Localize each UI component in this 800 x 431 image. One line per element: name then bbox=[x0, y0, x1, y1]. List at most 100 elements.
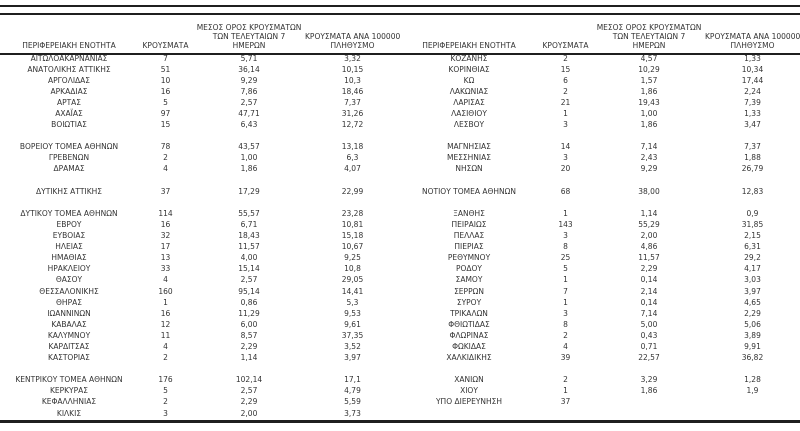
cell-per100k: 6,3 bbox=[346, 153, 359, 163]
cell-region: ΑΡΚΑΔΙΑΣ bbox=[50, 86, 88, 96]
cell-region: ΑΡΓΟΛΙΔΑΣ bbox=[47, 75, 91, 85]
table-row: ΚΑΡΔΙΤΣΑΣ 4 2,29 3,52 bbox=[0, 341, 400, 352]
cell-cases: 1 bbox=[563, 386, 568, 396]
cell-per100k: 31,26 bbox=[341, 109, 364, 119]
table-row: ΚΩ 6 1,57 17,44 bbox=[400, 75, 800, 86]
table-row: ΚΟΖΑΝΗΣ 2 4,57 1,33 bbox=[400, 53, 800, 64]
cell-avg7: 0,14 bbox=[640, 275, 658, 285]
cell-per100k: 1,28 bbox=[744, 375, 761, 385]
cell-cases: 51 bbox=[160, 64, 171, 74]
table-row: ΘΑΣΟΥ 4 2,57 29,05 bbox=[0, 275, 400, 286]
cell-avg7: 38,00 bbox=[638, 186, 660, 196]
cell-avg7: 2,29 bbox=[640, 264, 658, 274]
cell-per100k: 6,31 bbox=[744, 242, 761, 252]
cell-per100k: 4,65 bbox=[744, 297, 761, 307]
cell-avg7: 5,71 bbox=[240, 53, 258, 63]
cell-avg7: 0,43 bbox=[640, 330, 658, 340]
cell-per100k: 3,47 bbox=[744, 120, 761, 130]
table-row-spacer bbox=[400, 408, 800, 419]
cell-cases: 39 bbox=[560, 353, 571, 363]
cell-cases: 2 bbox=[163, 153, 168, 163]
cell-region: ΡΟΔΟΥ bbox=[455, 264, 483, 274]
table-row: ΑΡΚΑΔΙΑΣ 16 7,86 18,46 bbox=[0, 86, 400, 97]
table-row: ΘΕΣΣΑΛΟΝΙΚΗΣ 160 95,14 14,41 bbox=[0, 286, 400, 297]
cell-per100k: 3,89 bbox=[744, 330, 761, 340]
table-row: ΚΑΛΥΜΝΟΥ 11 8,57 37,35 bbox=[0, 330, 400, 341]
top-rule-2 bbox=[0, 13, 800, 15]
cell-avg7: 5,00 bbox=[640, 319, 658, 329]
cell-avg7: 2,14 bbox=[640, 286, 658, 296]
table-row: ΔΥΤΙΚΗΣ ΑΤΤΙΚΗΣ 37 17,29 22,99 bbox=[0, 186, 400, 197]
table-row: ΗΛΕΙΑΣ 17 11,57 10,67 bbox=[0, 242, 400, 253]
cell-per100k: 10,67 bbox=[341, 242, 364, 252]
table-row: ΠΕΙΡΑΙΩΣ 143 55,29 31,85 bbox=[400, 219, 800, 230]
cell-cases: 2 bbox=[563, 330, 568, 340]
cell-per100k: 9,25 bbox=[344, 253, 361, 263]
table-row: ΤΡΙΚΑΛΩΝ 3 7,14 2,29 bbox=[400, 308, 800, 319]
cell-avg7: 43,57 bbox=[238, 142, 260, 152]
cell-region: ΒΟΙΩΤΙΑΣ bbox=[51, 120, 87, 130]
cell-region: ΛΑΡΙΣΑΣ bbox=[453, 97, 485, 107]
cell-cases: 97 bbox=[160, 109, 171, 119]
table-row: ΚΟΡΙΝΘΙΑΣ 15 10,29 10,34 bbox=[400, 64, 800, 75]
cell-avg7: 1,14 bbox=[240, 353, 258, 363]
cell-avg7: 9,29 bbox=[640, 164, 658, 174]
left-table: ΠΕΡΙΦΕΡΕΙΑΚΗ ΕΝΟΤΗΤΑ ΚΡΟΥΣΜΑΤΑ ΜΕΣΟΣ ΟΡΟ… bbox=[0, 18, 400, 419]
cell-per100k: 22,99 bbox=[341, 186, 364, 196]
column-header-region: ΠΕΡΙΦΕΡΕΙΑΚΗ ΕΝΟΤΗΤΑ bbox=[422, 41, 516, 50]
cell-region: ΝΟΤΙΟΥ ΤΟΜΕΑ ΑΘΗΝΩΝ bbox=[421, 186, 516, 196]
cell-per100k: 10,15 bbox=[341, 64, 364, 74]
cell-region: ΑΙΤΩΛΟΑΚΑΡΝΑΝΙΑΣ bbox=[30, 53, 108, 63]
cell-avg7: 9,29 bbox=[240, 75, 258, 85]
cell-per100k: 36,82 bbox=[741, 353, 764, 363]
report-table: ΠΕΡΙΦΕΡΕΙΑΚΗ ΕΝΟΤΗΤΑ ΚΡΟΥΣΜΑΤΑ ΜΕΣΟΣ ΟΡΟ… bbox=[0, 18, 800, 419]
cell-region: ΚΑΡΔΙΤΣΑΣ bbox=[48, 341, 90, 351]
cell-region: ΔΥΤΙΚΟΥ ΤΟΜΕΑ ΑΘΗΝΩΝ bbox=[20, 208, 118, 218]
cell-per100k: 31,85 bbox=[741, 219, 764, 229]
cell-avg7: 22,57 bbox=[638, 353, 660, 363]
cell-region: ΜΕΣΣΗΝΙΑΣ bbox=[446, 153, 492, 163]
cell-avg7: 1,00 bbox=[240, 153, 258, 163]
cell-avg7: 1,86 bbox=[240, 164, 258, 174]
table-row-spacer bbox=[0, 197, 400, 208]
cell-region: ΔΥΤΙΚΗΣ ΑΤΤΙΚΗΣ bbox=[36, 186, 102, 196]
cell-cases: 10 bbox=[160, 75, 171, 85]
table-row: ΚΑΣΤΟΡΙΑΣ 2 1,14 3,97 bbox=[0, 353, 400, 364]
table-row: ΚΕΡΚΥΡΑΣ 5 2,57 4,79 bbox=[0, 386, 400, 397]
cell-avg7: 0,14 bbox=[640, 297, 658, 307]
cell-cases: 5 bbox=[563, 264, 568, 274]
cell-cases: 4 bbox=[163, 164, 168, 174]
cell-region: ΧΙΟΥ bbox=[460, 386, 478, 396]
table-row-spacer bbox=[0, 175, 400, 186]
table-row: ΣΥΡΟΥ 1 0,14 4,65 bbox=[400, 297, 800, 308]
cell-region: ΚΩ bbox=[463, 75, 475, 85]
table-row: ΑΡΓΟΛΙΔΑΣ 10 9,29 10,3 bbox=[0, 75, 400, 86]
cell-region: ΣΑΜΟΥ bbox=[455, 275, 483, 285]
cell-per100k: 7,39 bbox=[744, 97, 761, 107]
cell-per100k: 1,9 bbox=[746, 386, 759, 396]
cell-region: ΚΕΡΚΥΡΑΣ bbox=[49, 386, 89, 396]
cell-cases: 37 bbox=[560, 397, 571, 407]
cell-avg7: 15,14 bbox=[238, 264, 260, 274]
cell-cases: 1 bbox=[563, 208, 568, 218]
cell-cases: 2 bbox=[563, 86, 568, 96]
cell-cases: 4 bbox=[163, 275, 168, 285]
cell-cases: 11 bbox=[160, 330, 171, 340]
cell-avg7: 4,57 bbox=[640, 53, 658, 63]
cell-region: ΛΑΚΩΝΙΑΣ bbox=[449, 86, 489, 96]
cell-avg7: 2,57 bbox=[240, 97, 258, 107]
cell-region: ΙΩΑΝΝΙΝΩΝ bbox=[47, 308, 91, 318]
cell-avg7: 102,14 bbox=[235, 375, 263, 385]
cell-per100k: 29,05 bbox=[341, 275, 364, 285]
cell-per100k: 14,41 bbox=[341, 286, 364, 296]
cell-avg7: 11,29 bbox=[238, 308, 260, 318]
left-table-header: ΠΕΡΙΦΕΡΕΙΑΚΗ ΕΝΟΤΗΤΑ ΚΡΟΥΣΜΑΤΑ ΜΕΣΟΣ ΟΡΟ… bbox=[0, 18, 400, 53]
cell-per100k: 0,9 bbox=[746, 208, 759, 218]
cell-region: ΣΕΡΡΩΝ bbox=[454, 286, 484, 296]
cell-region: ΥΠΟ ΔΙΕΡΕΥΝΗΣΗ bbox=[435, 397, 503, 407]
table-row: ΧΙΟΥ 1 1,86 1,9 bbox=[400, 386, 800, 397]
table-row: ΗΜΑΘΙΑΣ 13 4,00 9,25 bbox=[0, 253, 400, 264]
cell-region: ΓΡΕΒΕΝΩΝ bbox=[48, 153, 90, 163]
cell-region: ΚΟΡΙΝΘΙΑΣ bbox=[448, 64, 490, 74]
